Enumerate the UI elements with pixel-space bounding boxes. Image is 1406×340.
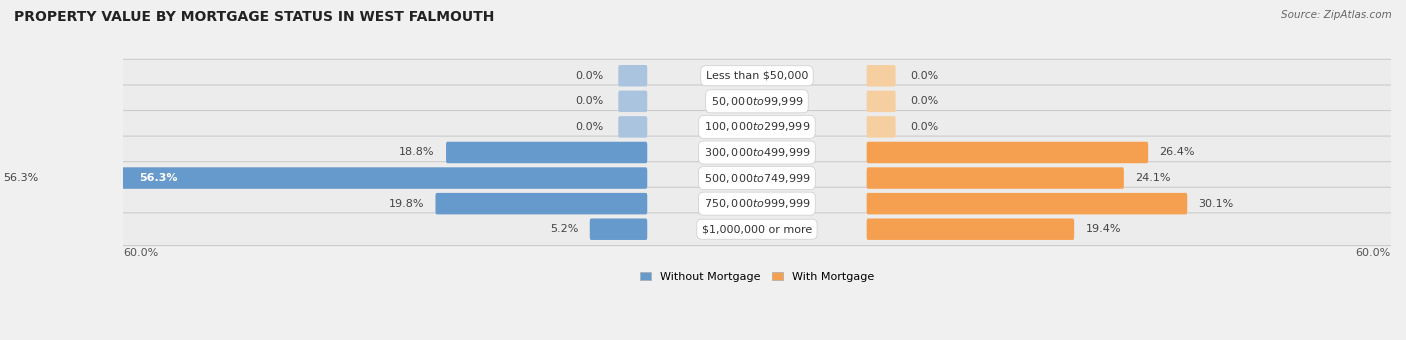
Text: PROPERTY VALUE BY MORTGAGE STATUS IN WEST FALMOUTH: PROPERTY VALUE BY MORTGAGE STATUS IN WES… (14, 10, 495, 24)
FancyBboxPatch shape (115, 213, 1399, 245)
FancyBboxPatch shape (866, 90, 896, 112)
Text: $100,000 to $299,999: $100,000 to $299,999 (704, 120, 810, 133)
FancyBboxPatch shape (115, 85, 1399, 118)
FancyBboxPatch shape (115, 136, 1399, 169)
Text: 0.0%: 0.0% (910, 96, 938, 106)
FancyBboxPatch shape (866, 193, 1187, 215)
Text: Source: ZipAtlas.com: Source: ZipAtlas.com (1281, 10, 1392, 20)
FancyBboxPatch shape (446, 142, 647, 163)
Text: 60.0%: 60.0% (1355, 248, 1391, 258)
Text: 5.2%: 5.2% (550, 224, 578, 234)
Text: 60.0%: 60.0% (122, 248, 157, 258)
FancyBboxPatch shape (436, 193, 647, 215)
FancyBboxPatch shape (866, 65, 896, 86)
FancyBboxPatch shape (866, 219, 1074, 240)
FancyBboxPatch shape (115, 187, 1399, 220)
Text: 0.0%: 0.0% (910, 71, 938, 81)
Text: Less than $50,000: Less than $50,000 (706, 71, 808, 81)
Text: $500,000 to $749,999: $500,000 to $749,999 (703, 172, 810, 185)
Text: 19.8%: 19.8% (388, 199, 425, 209)
Text: 0.0%: 0.0% (575, 122, 603, 132)
Text: 30.1%: 30.1% (1199, 199, 1234, 209)
FancyBboxPatch shape (589, 219, 647, 240)
FancyBboxPatch shape (619, 116, 647, 138)
Text: $1,000,000 or more: $1,000,000 or more (702, 224, 813, 234)
Text: 0.0%: 0.0% (575, 71, 603, 81)
Text: 56.3%: 56.3% (139, 173, 177, 183)
FancyBboxPatch shape (115, 110, 1399, 143)
FancyBboxPatch shape (49, 167, 647, 189)
FancyBboxPatch shape (619, 90, 647, 112)
FancyBboxPatch shape (619, 65, 647, 86)
Text: 18.8%: 18.8% (399, 148, 434, 157)
FancyBboxPatch shape (866, 167, 1123, 189)
Text: 0.0%: 0.0% (575, 96, 603, 106)
Text: $750,000 to $999,999: $750,000 to $999,999 (703, 197, 810, 210)
Text: 19.4%: 19.4% (1085, 224, 1121, 234)
Text: $50,000 to $99,999: $50,000 to $99,999 (710, 95, 803, 108)
Text: 0.0%: 0.0% (910, 122, 938, 132)
FancyBboxPatch shape (866, 116, 896, 138)
FancyBboxPatch shape (115, 162, 1399, 194)
Legend: Without Mortgage, With Mortgage: Without Mortgage, With Mortgage (636, 267, 879, 286)
Text: 26.4%: 26.4% (1160, 148, 1195, 157)
Text: 56.3%: 56.3% (3, 173, 38, 183)
FancyBboxPatch shape (115, 59, 1399, 92)
FancyBboxPatch shape (866, 142, 1149, 163)
Text: 24.1%: 24.1% (1135, 173, 1171, 183)
Text: $300,000 to $499,999: $300,000 to $499,999 (703, 146, 810, 159)
